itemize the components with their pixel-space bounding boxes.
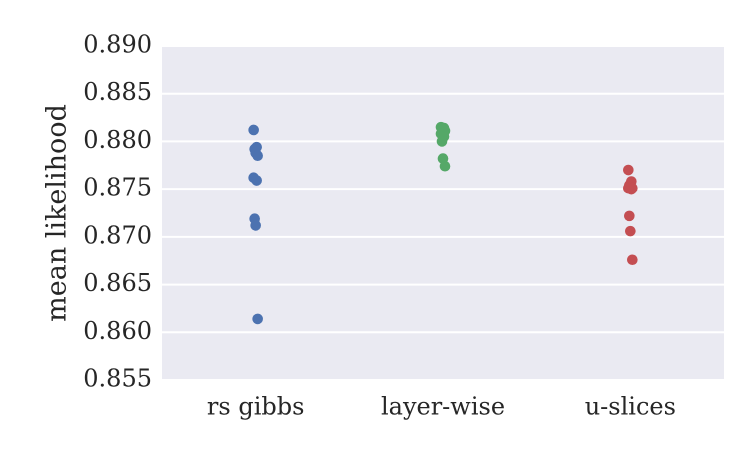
y-axis-title: mean likelihood xyxy=(42,104,73,322)
y-tick-label: 0.870 xyxy=(83,221,152,249)
data-point xyxy=(251,175,262,186)
data-point xyxy=(252,313,263,325)
y-tick-label: 0.855 xyxy=(83,365,152,393)
y-tick-labels: 0.855 0.860 0.865 0.870 0.875 0.880 0.885 0.890 xyxy=(83,31,152,393)
y-tick-label: 0.875 xyxy=(83,174,152,202)
data-point xyxy=(436,136,448,147)
y-tick-label: 0.865 xyxy=(83,269,152,297)
data-point xyxy=(252,150,263,162)
data-point xyxy=(625,225,636,237)
y-tick-label: 0.860 xyxy=(83,317,152,345)
x-tick-label: rs gibbs xyxy=(207,393,305,421)
data-points xyxy=(248,121,638,325)
y-tick-label: 0.890 xyxy=(83,31,152,59)
data-point xyxy=(248,124,259,136)
x-tick-label: layer-wise xyxy=(381,393,505,421)
data-point xyxy=(250,220,261,231)
data-point xyxy=(439,160,451,172)
data-point xyxy=(626,183,637,195)
plot-background xyxy=(162,46,724,380)
x-tick-label: u-slices xyxy=(585,393,676,421)
data-point xyxy=(624,210,635,222)
y-tick-label: 0.885 xyxy=(83,78,152,106)
data-point xyxy=(627,254,638,266)
x-tick-labels: rs gibbs layer-wise u-slices xyxy=(207,393,676,421)
data-point xyxy=(623,164,634,176)
y-tick-label: 0.880 xyxy=(83,126,152,154)
